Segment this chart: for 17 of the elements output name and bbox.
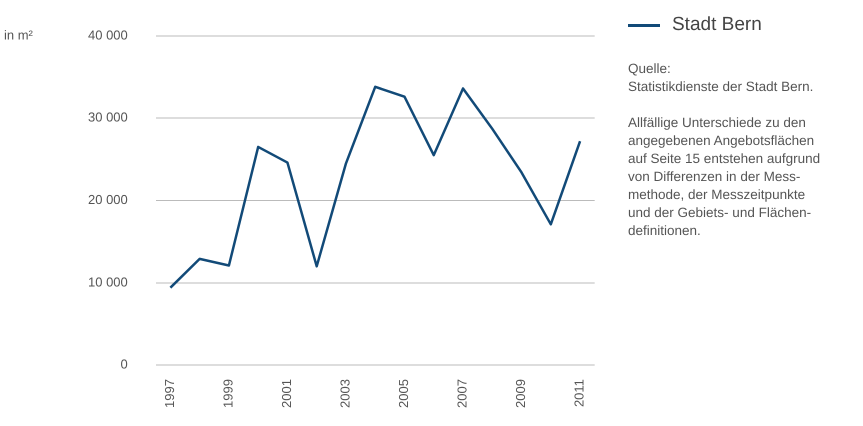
x-tick-label: 2001 (279, 379, 294, 408)
source-note: Quelle: Statistikdienste der Stadt Bern. (628, 60, 814, 96)
y-tick-label: 20 000 (88, 192, 128, 208)
text: Allfällige Unterschiede zu den angegebenen Angebotsflächen auf Seite 15 entstehen aufgrund von Differenzen in der Mess- methode, der Messzeitpunkte und der Gebiets- und Flächen- definitionen. (628, 114, 820, 240)
y-tick-label: 10 000 (88, 274, 128, 290)
y-axis-title: in m² (4, 27, 34, 42)
y-tick-label: 40 000 (88, 27, 128, 42)
legend-label: Stadt Bern (672, 14, 762, 36)
x-tick-label: 2007 (454, 379, 470, 408)
y-tick-label: 0 (120, 356, 128, 372)
x-tick-label: 2011 (572, 379, 587, 408)
x-tick-label: 1997 (162, 379, 177, 408)
x-tick-label: 2009 (513, 379, 528, 408)
x-tick-label: 2005 (396, 379, 412, 408)
x-tick-label: 2003 (338, 379, 353, 408)
y-tick-label: 30 000 (88, 110, 128, 125)
x-tick-label: 1999 (220, 379, 236, 408)
